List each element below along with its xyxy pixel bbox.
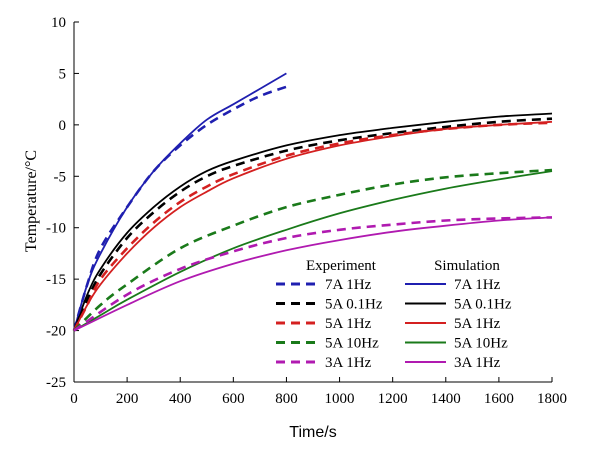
x-axis-title: Time/s [289, 424, 336, 441]
y-axis-title: Temperature/°C [23, 150, 40, 252]
legend-entry-label: 7A 1Hz [325, 277, 372, 293]
x-tick-label: 800 [275, 391, 298, 407]
legend-experiment-title: Experiment [306, 258, 377, 274]
legend-entry-label: 3A 1Hz [454, 355, 501, 371]
y-tick-label: -10 [46, 221, 66, 237]
x-tick-label: 1800 [537, 391, 567, 407]
x-tick-label: 200 [116, 391, 139, 407]
experiment-5a-10hz-line [73, 168, 553, 332]
legend-entry-label: 5A 10Hz [454, 336, 508, 352]
x-tick-label: 1400 [431, 391, 461, 407]
x-tick-label: 600 [222, 391, 245, 407]
legend-entry-label: 5A 10Hz [325, 336, 379, 352]
y-tick-label: -5 [54, 169, 67, 185]
legend: Experiment Simulation 7A 1Hz 5A 0.1Hz 5A 1Hz… [276, 258, 512, 371]
legend-entry-label: 5A 0.1Hz [325, 297, 383, 313]
experiment-3a-1hz-line [73, 216, 553, 332]
legend-entry-label: 7A 1Hz [454, 277, 501, 293]
axes: 0 200 400 600 800 1000 1200 1400 1600 1800 -25 -20 -… [46, 15, 567, 407]
y-tick-label: -20 [46, 324, 66, 340]
legend-entry-label: 5A 1Hz [454, 316, 501, 332]
experiment-5a-0-1hz-line [72, 117, 553, 332]
legend-entry-label: 5A 0.1Hz [454, 297, 512, 313]
x-tick-label: 400 [169, 391, 192, 407]
experiment-5a-1hz-line [72, 121, 553, 332]
y-tick-label: 0 [59, 118, 67, 134]
simulation-3a-1hz-line [73, 216, 553, 332]
x-tick-label: 1600 [484, 391, 514, 407]
y-tick-label: -15 [46, 272, 66, 288]
y-tick-label: 5 [59, 66, 67, 82]
simulation-5a-10hz-line [73, 170, 553, 332]
series-layer [72, 72, 553, 332]
simulation-5a-0-1hz-line [73, 112, 553, 331]
legend-simulation-title: Simulation [434, 258, 500, 274]
x-tick-label: 0 [70, 391, 78, 407]
y-tick-label: -25 [46, 375, 66, 391]
x-tick-label: 1000 [325, 391, 355, 407]
legend-entry-label: 3A 1Hz [325, 355, 372, 371]
experiment-7a-1hz-line [72, 85, 287, 331]
legend-entry-label: 5A 1Hz [325, 316, 372, 332]
x-tick-label: 1200 [378, 391, 408, 407]
y-tick-label: 10 [51, 15, 66, 31]
